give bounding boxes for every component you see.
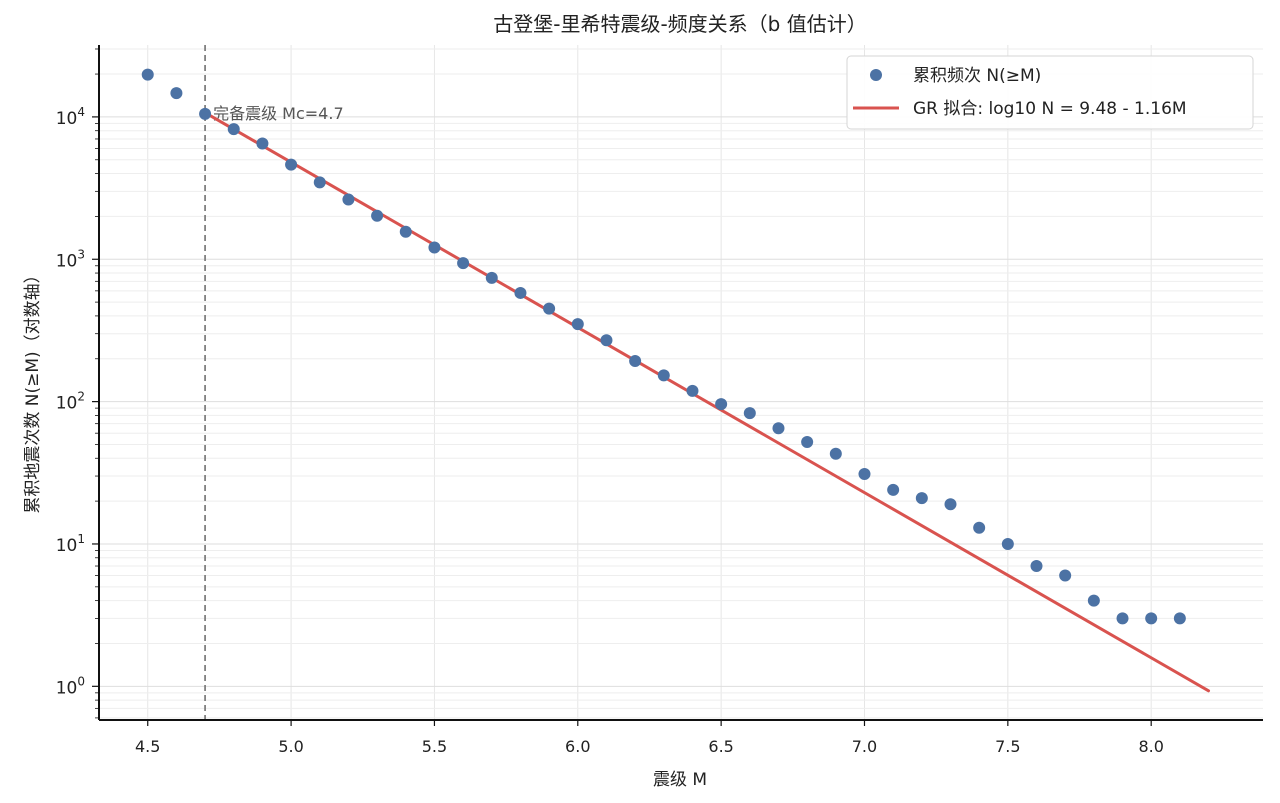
x-tick-label: 8.0 xyxy=(1138,737,1163,756)
data-point xyxy=(915,492,928,505)
x-tick-label: 7.0 xyxy=(852,737,877,756)
data-point xyxy=(801,436,814,449)
axis-layer: 4.5 5.0 5.5 6.0 6.5 7.0 7.5 8.0 100 101 102 103 104 xyxy=(56,45,1263,756)
legend: 累积频次 N(≥M) GR 拟合: log10 N = 9.48 - 1.16M xyxy=(846,55,1254,130)
data-point xyxy=(342,193,355,206)
data-point xyxy=(657,369,670,382)
data-point xyxy=(829,447,842,460)
grid-layer xyxy=(99,45,1263,720)
chart-title: 古登堡-里希特震级-频度关系（b 值估计） xyxy=(493,12,867,36)
data-point xyxy=(141,68,154,81)
data-point xyxy=(571,318,584,331)
data-point xyxy=(227,123,240,136)
x-tick-label: 6.5 xyxy=(708,737,733,756)
data-point xyxy=(1116,612,1129,625)
data-point xyxy=(199,107,212,120)
data-point xyxy=(858,468,871,481)
data-point xyxy=(743,407,756,420)
legend-marker-scatter xyxy=(870,69,882,81)
data-point xyxy=(514,286,527,299)
y-axis-label: 累积地震次数 N(≥M)（对数轴） xyxy=(23,266,43,513)
x-tick-label: 5.0 xyxy=(278,737,303,756)
data-point xyxy=(944,498,957,511)
data-point xyxy=(457,257,470,270)
data-point xyxy=(1059,569,1072,582)
data-point xyxy=(428,241,441,254)
y-tick-label: 103 xyxy=(56,247,85,271)
data-point xyxy=(1145,612,1158,625)
series-layer xyxy=(141,68,1211,693)
mc-label: 完备震级 Mc=4.7 xyxy=(213,104,344,123)
data-point xyxy=(371,209,384,222)
x-axis-label: 震级 M xyxy=(653,770,707,790)
y-tick-label: 102 xyxy=(56,390,85,414)
mc-annotation-layer: 完备震级 Mc=4.7 xyxy=(204,45,344,720)
x-tick-label: 6.0 xyxy=(565,737,590,756)
data-point xyxy=(170,87,183,100)
x-tick-label: 5.5 xyxy=(422,737,447,756)
data-point xyxy=(543,302,556,315)
data-point xyxy=(256,137,269,150)
legend-label-line: GR 拟合: log10 N = 9.48 - 1.16M xyxy=(913,99,1187,119)
data-point xyxy=(285,158,298,171)
data-point xyxy=(600,334,613,347)
y-tick-label: 104 xyxy=(56,105,85,129)
data-point xyxy=(485,271,498,284)
data-point xyxy=(772,422,785,435)
data-point xyxy=(1001,537,1014,550)
gr-fit-line xyxy=(203,111,1211,693)
y-tick-label: 101 xyxy=(56,532,85,556)
data-point xyxy=(1173,612,1186,625)
data-point xyxy=(629,354,642,367)
data-point xyxy=(887,483,900,496)
x-tick-label: 7.5 xyxy=(995,737,1020,756)
y-tick-label: 100 xyxy=(56,674,85,698)
data-point xyxy=(686,384,699,397)
data-point xyxy=(973,521,986,534)
x-tick-label: 4.5 xyxy=(135,737,160,756)
data-point xyxy=(1087,594,1100,607)
legend-label-scatter: 累积频次 N(≥M) xyxy=(913,66,1041,86)
data-point xyxy=(313,176,326,189)
data-point xyxy=(1030,560,1043,573)
data-point xyxy=(715,398,728,411)
legend-box xyxy=(846,55,1254,130)
data-point xyxy=(399,225,412,238)
